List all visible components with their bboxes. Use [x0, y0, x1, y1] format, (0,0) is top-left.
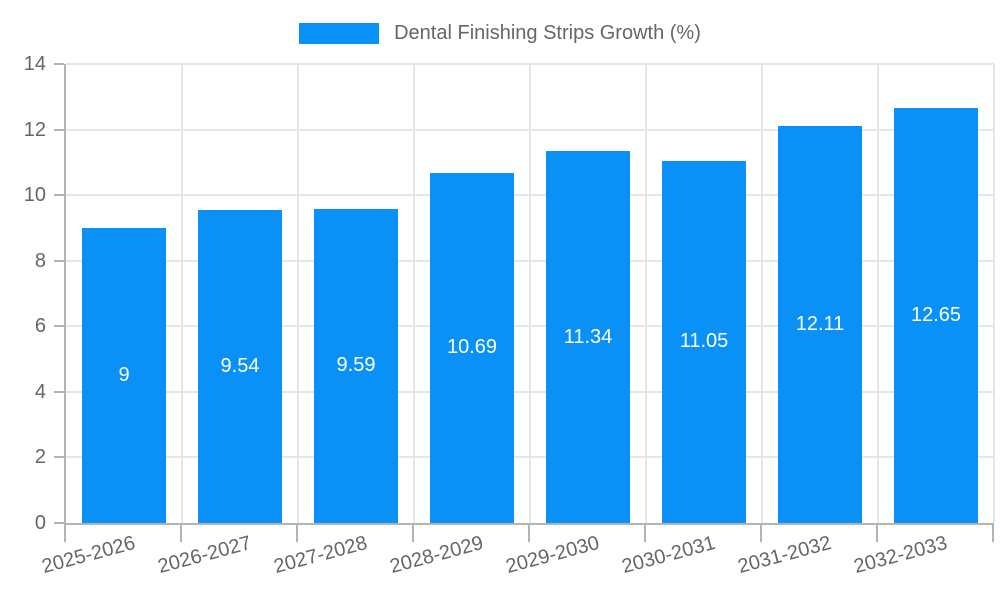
v-gridline	[877, 64, 879, 523]
x-axis-tick	[412, 525, 414, 542]
legend-label: Dental Finishing Strips Growth (%)	[394, 22, 701, 44]
v-gridline	[413, 64, 415, 523]
bar-value-label: 10.69	[446, 336, 498, 359]
bar: 11.05	[662, 160, 746, 523]
y-axis-tick	[54, 456, 64, 459]
bar-value-label: 12.65	[910, 304, 962, 327]
y-axis-label: 6	[34, 315, 46, 338]
y-axis-tick	[54, 63, 64, 65]
y-axis-label: 14	[23, 53, 46, 75]
bar-value-label: 11.05	[679, 330, 729, 353]
x-axis-tick	[64, 525, 66, 542]
y-axis-tick	[54, 259, 64, 262]
legend: Dental Finishing Strips Growth (%)	[0, 22, 1000, 45]
x-axis-tick	[644, 525, 646, 542]
bar: 10.69	[430, 172, 514, 523]
bar: 9.54	[198, 210, 282, 523]
x-axis-tick	[528, 525, 530, 542]
bar-value-label: 12.11	[795, 312, 845, 335]
x-axis-tick	[180, 525, 182, 542]
bar: 11.34	[546, 151, 630, 523]
bar-value-label: 11.34	[563, 325, 613, 348]
bar-value-label: 9	[118, 363, 130, 386]
bar: 12.65	[894, 108, 978, 523]
bar-value-label: 9.59	[336, 354, 376, 377]
v-gridline	[297, 64, 299, 523]
v-gridline	[645, 64, 647, 523]
v-gridline	[529, 64, 531, 523]
plot-area: 9 9.54 9.59 10.69 11.34 11.05 12.11 12.65	[64, 63, 995, 525]
y-axis-label: 8	[34, 249, 46, 272]
y-axis-tick	[54, 194, 64, 197]
x-axis-tick	[992, 525, 994, 542]
y-axis-tick	[54, 128, 64, 131]
y-axis-label: 2	[34, 446, 46, 469]
v-gridline	[761, 64, 763, 523]
y-axis-label: 0	[34, 512, 46, 534]
v-gridline	[181, 64, 183, 523]
y-axis-label: 10	[23, 184, 46, 207]
y-axis-label: 12	[23, 118, 46, 141]
legend-item[interactable]: Dental Finishing Strips Growth (%)	[299, 22, 701, 45]
v-gridline	[993, 64, 995, 523]
y-axis-tick	[54, 325, 64, 328]
bar: 9.59	[314, 208, 398, 523]
y-axis-label: 4	[34, 380, 46, 403]
bar: 12.11	[778, 125, 862, 523]
x-axis-tick	[876, 525, 878, 542]
y-axis-tick	[54, 390, 64, 393]
y-axis-tick	[54, 522, 64, 524]
x-axis-tick	[760, 525, 762, 542]
bar-value-label: 9.54	[220, 355, 260, 378]
x-axis-tick	[296, 525, 298, 542]
legend-swatch	[299, 23, 380, 44]
bar: 9	[82, 227, 166, 523]
